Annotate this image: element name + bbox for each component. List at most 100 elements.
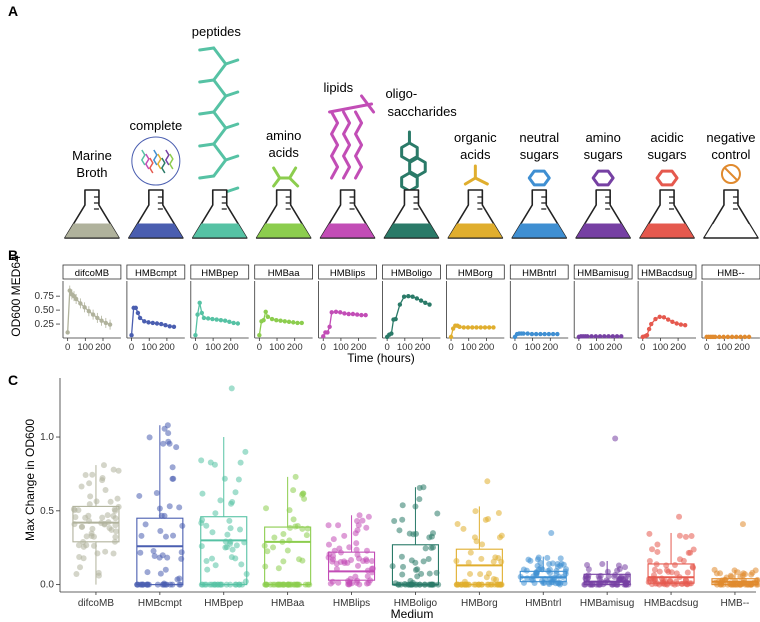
- data-point: [346, 311, 351, 317]
- box-HMBaa: HMBaa: [261, 473, 313, 609]
- amino-acid-bond: [288, 176, 300, 188]
- jitter-point: [454, 520, 461, 527]
- data-point: [521, 331, 526, 336]
- jitter-point: [347, 575, 354, 582]
- flask-label-top: negative: [706, 130, 755, 145]
- facet-strip: [445, 264, 505, 280]
- data-point: [261, 317, 266, 323]
- jitter-point: [221, 475, 228, 482]
- jitter-point: [304, 525, 311, 532]
- data-point: [555, 331, 560, 337]
- jitter-point: [82, 471, 89, 478]
- flask-liquid: [256, 223, 311, 238]
- box-iqr: [583, 573, 631, 586]
- data-point: [448, 334, 454, 340]
- x-tick-label-b: 200: [287, 342, 303, 353]
- data-point: [269, 316, 275, 322]
- data-point: [678, 322, 684, 327]
- jitter-point: [99, 514, 106, 521]
- jitter-point: [346, 544, 353, 551]
- flask-label-bottom: sugars: [584, 147, 624, 162]
- jitter-point: [428, 544, 435, 551]
- data-point: [546, 331, 552, 337]
- panel-c: C Max Change in OD600 Medium 0.0 0.5 1.0 di…: [8, 372, 760, 621]
- jitter-point: [621, 564, 628, 571]
- jitter-point: [684, 569, 691, 576]
- series-line: [642, 316, 686, 338]
- data-point: [525, 331, 530, 336]
- flask-label-bottom: complete: [129, 118, 182, 133]
- x-tick-label-b: 0: [65, 342, 70, 353]
- jitter-point: [396, 527, 403, 534]
- jitter-point: [478, 555, 485, 562]
- jitter-point: [535, 554, 542, 561]
- jitter-point: [166, 503, 173, 510]
- data-point: [418, 298, 424, 303]
- jitter-point: [93, 498, 100, 505]
- x-tick-label-b: 100: [269, 342, 285, 353]
- jitter-point: [150, 547, 157, 554]
- jitter-point: [549, 560, 556, 567]
- jitter-point: [199, 517, 206, 524]
- data-point: [167, 324, 172, 329]
- jitter-point: [157, 570, 164, 577]
- jitter-point: [341, 558, 348, 565]
- flask-liquid: [448, 223, 503, 238]
- jitter-point: [72, 514, 79, 521]
- flask-label-top: peptides: [192, 24, 242, 39]
- jitter-point: [495, 510, 502, 517]
- jitter-point: [330, 536, 337, 543]
- data-point: [199, 310, 205, 316]
- data-point: [406, 293, 411, 299]
- data-point: [321, 334, 326, 339]
- jitter-point: [365, 513, 372, 520]
- flask-liquid: [512, 223, 567, 238]
- jitter-point: [612, 435, 619, 442]
- jitter-point: [89, 471, 96, 478]
- jitter-point: [170, 532, 177, 539]
- jitter-point: [217, 497, 224, 504]
- jitter-point: [164, 422, 171, 429]
- sugar-ring: [591, 169, 615, 187]
- jitter-point: [94, 550, 101, 557]
- box-iqr: [327, 551, 376, 581]
- data-point: [597, 334, 603, 339]
- x-tick-label-b: 0: [321, 342, 326, 353]
- flask-label-bottom: Broth: [76, 165, 107, 180]
- x-tick-label-b: 100: [397, 342, 413, 353]
- x-tick-label-c: HMBoligo: [394, 598, 438, 609]
- no-symbol-circle: [720, 164, 741, 184]
- data-point: [742, 334, 748, 340]
- data-point: [286, 319, 292, 325]
- data-point: [218, 317, 224, 323]
- jitter-point: [654, 548, 661, 555]
- jitter-point: [227, 525, 234, 532]
- flask-label-top: organic: [454, 130, 497, 145]
- x-tick-label-b: 200: [606, 342, 622, 353]
- peptide-side-chain: [198, 78, 216, 84]
- jitter-point: [498, 532, 505, 539]
- jitter-point: [287, 524, 294, 531]
- jitter-point: [212, 562, 219, 569]
- flask-group: oligo-saccharides: [383, 86, 457, 239]
- jitter-point: [102, 487, 109, 494]
- jitter-point: [674, 580, 681, 587]
- jitter-point: [233, 542, 240, 549]
- jitter-point: [232, 489, 239, 496]
- facet-HMBoligo: HMBoligo 0 100 200: [382, 264, 441, 353]
- jitter-point: [87, 493, 94, 500]
- data-point: [657, 314, 662, 319]
- data-point: [674, 321, 679, 326]
- peptide-side-chain: [224, 186, 240, 194]
- data-point: [712, 334, 718, 340]
- jitter-point: [523, 567, 530, 574]
- facet-HMBcmpt: HMBcmpt 0 100 200: [126, 264, 186, 353]
- y-axis-label-c: Max Change in OD600: [23, 419, 37, 541]
- jitter-point: [363, 556, 370, 563]
- jitter-point: [77, 564, 84, 571]
- data-point: [649, 321, 654, 327]
- data-point: [491, 325, 496, 330]
- jitter-point: [688, 533, 695, 540]
- data-point: [78, 301, 83, 306]
- jitter-point: [136, 492, 143, 499]
